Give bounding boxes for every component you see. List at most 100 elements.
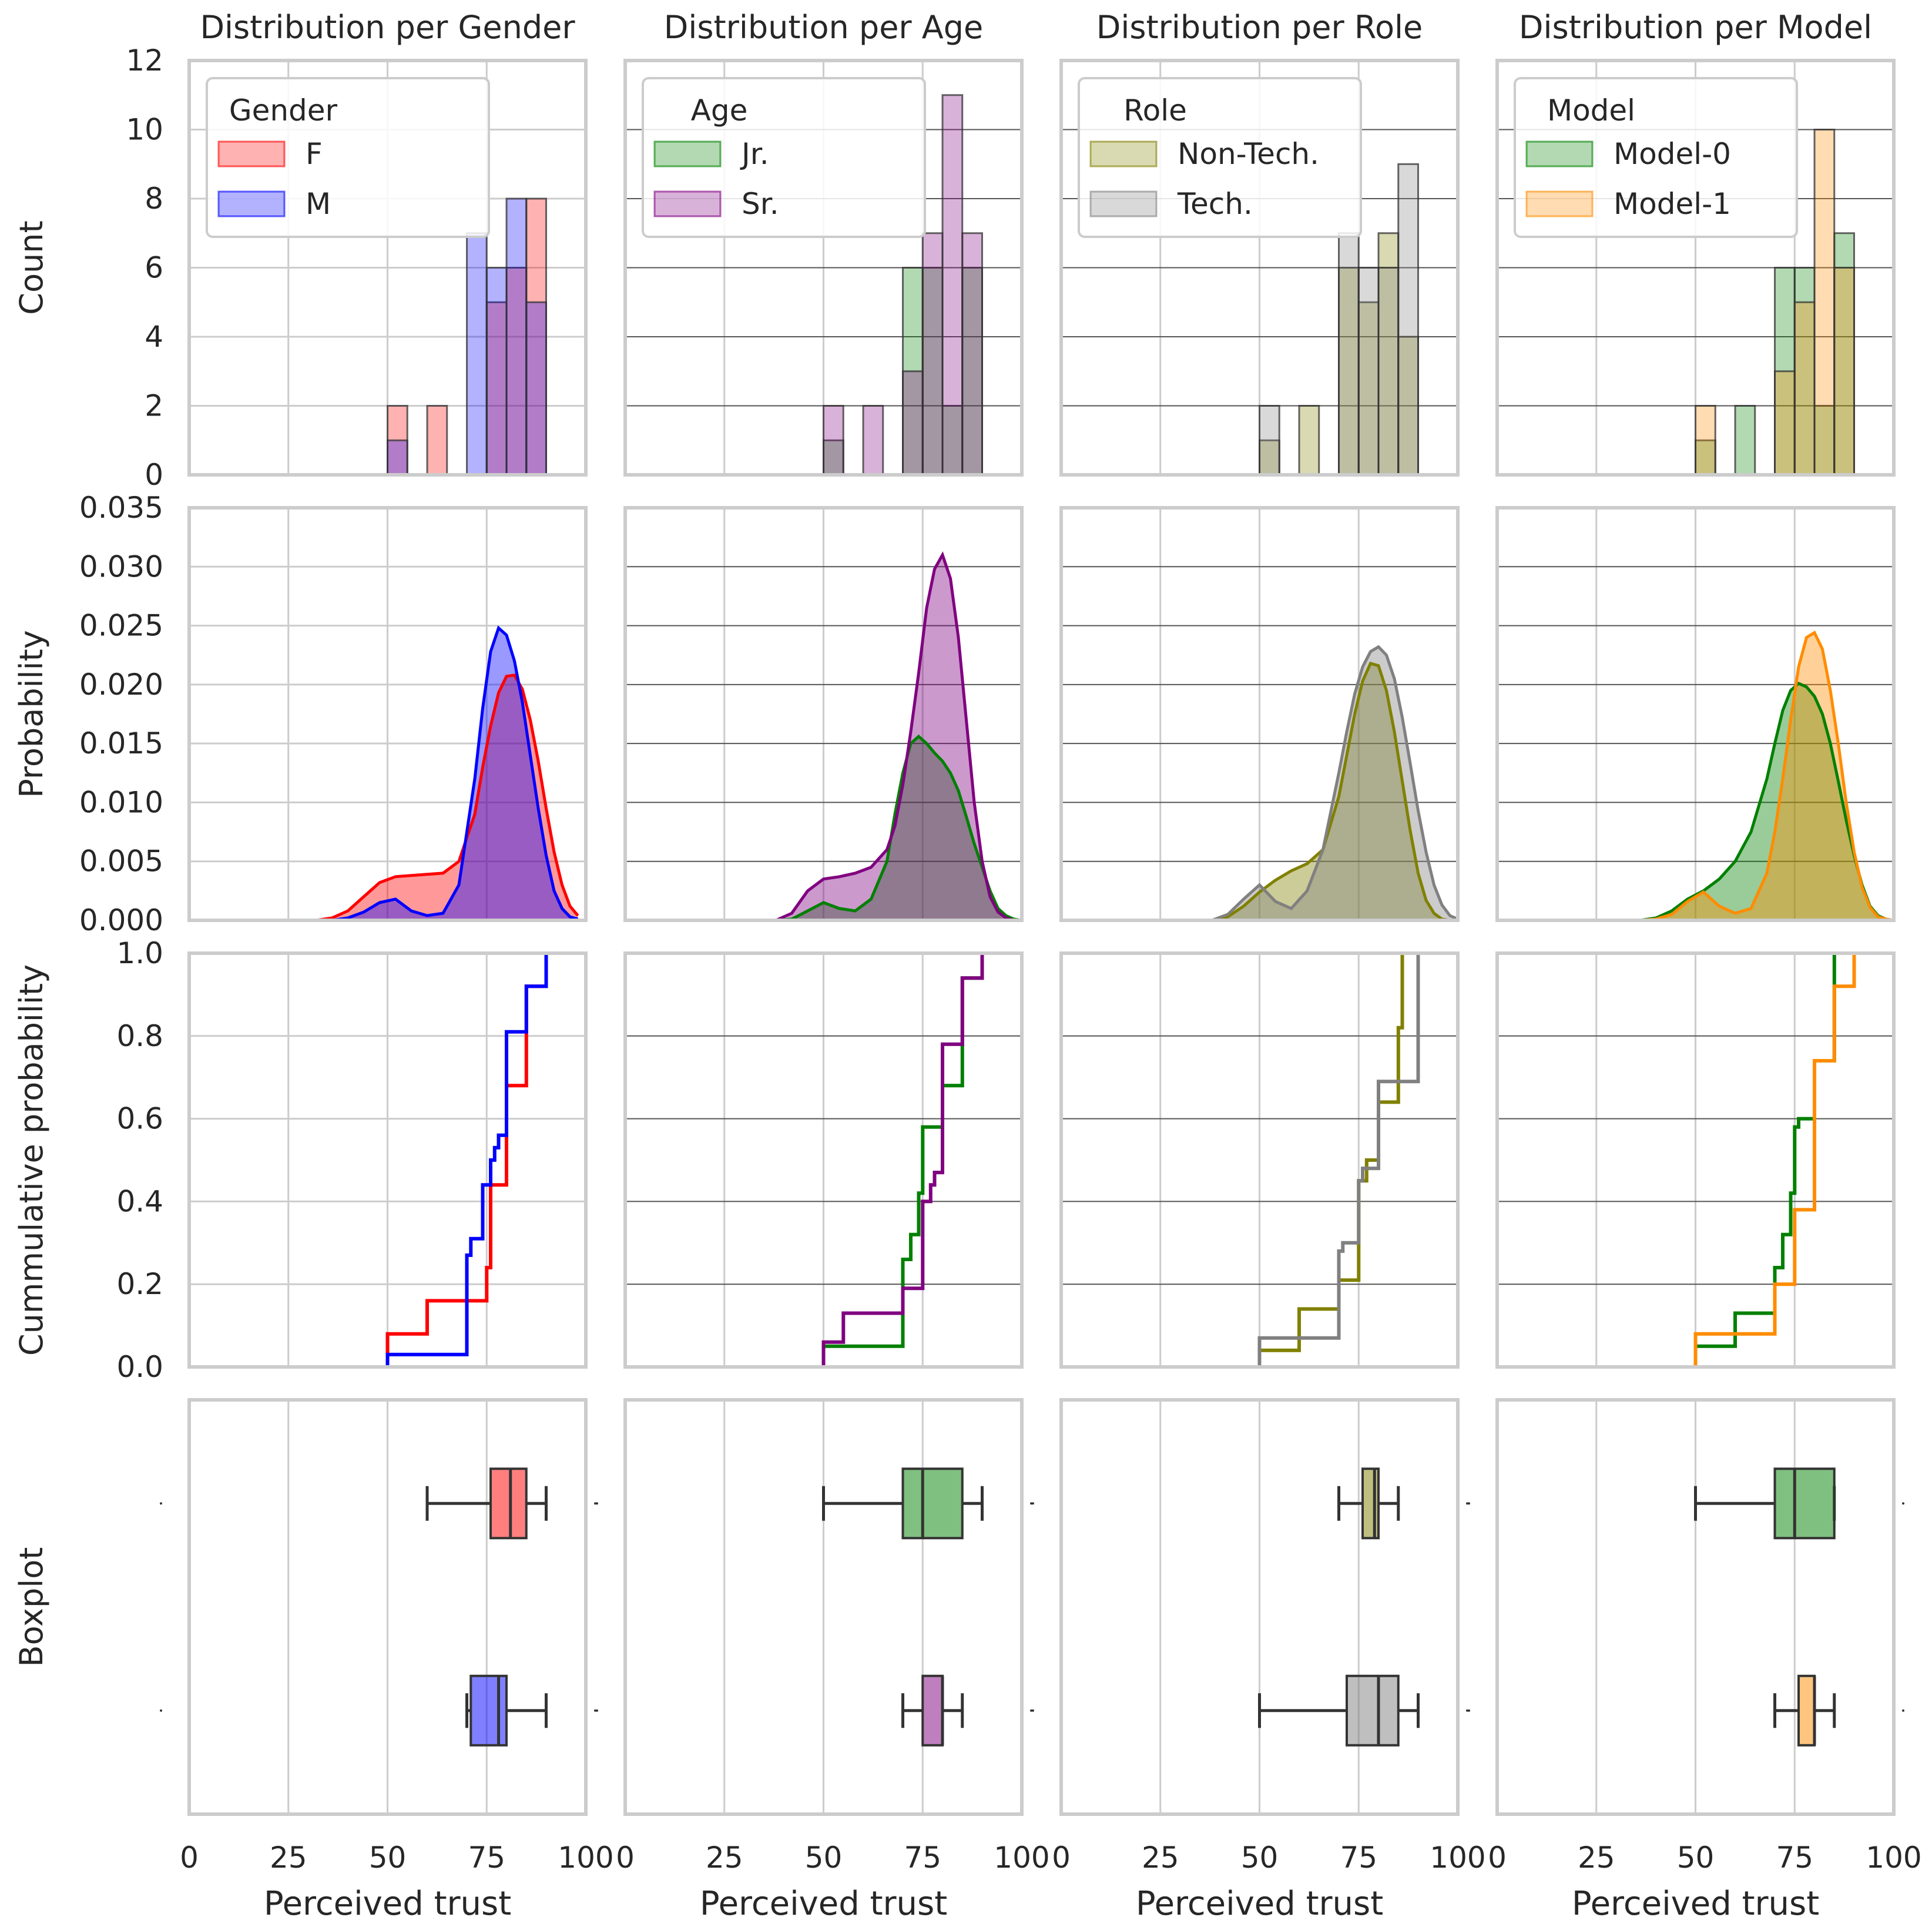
x-axis-label: Perceived trust — [1136, 1885, 1383, 1923]
hist-bar — [902, 370, 924, 475]
tick-dot — [1466, 1709, 1468, 1712]
panel-probability-model — [1495, 506, 1896, 922]
box-sr — [901, 1674, 964, 1747]
panel-frame — [623, 59, 1024, 477]
hist-bar — [1357, 267, 1380, 475]
legend-swatch-tech — [1089, 190, 1158, 217]
box-iqr — [1797, 1674, 1816, 1747]
panel-frame — [187, 1398, 588, 1816]
legend-label-tech: Tech. — [1177, 187, 1253, 221]
legend-label-non-tech: Non-Tech. — [1178, 137, 1319, 171]
panel-frame — [187, 59, 588, 477]
x-tick-label: 25 — [270, 1841, 307, 1875]
kde-area-f — [316, 675, 578, 920]
hist-bar — [1338, 232, 1360, 475]
x-tick-label: 75 — [468, 1841, 505, 1875]
hist-series-tech — [1259, 163, 1419, 475]
tick-dot — [1466, 1502, 1468, 1505]
panel-frame — [1059, 506, 1460, 922]
x-tick-label: 0 — [1052, 1841, 1071, 1875]
y-tick-label: 0.2 — [116, 1267, 163, 1301]
x-tick-label: 100 — [1866, 1841, 1921, 1875]
x-tick-label: 0 — [1488, 1841, 1507, 1875]
y-tick-label: 0.015 — [79, 726, 163, 760]
hist-bar — [823, 405, 844, 475]
panel-frame — [1059, 951, 1460, 1369]
tick-dot — [160, 1709, 162, 1712]
legend-swatch-f — [217, 140, 286, 167]
y-tick-label: 0 — [145, 458, 163, 492]
panel-frame — [1495, 59, 1896, 477]
legend-title: Age — [691, 93, 748, 128]
box-f — [425, 1467, 548, 1540]
kde-area-m — [316, 628, 578, 920]
panel-cummulative-probability-age — [623, 951, 1024, 1369]
y-tick-label: 0.6 — [116, 1102, 163, 1136]
legend-box — [206, 77, 490, 238]
tick-dot — [1902, 1709, 1904, 1712]
y-tick-label: 0.8 — [116, 1019, 163, 1053]
y-tick-label: 4 — [145, 320, 163, 354]
plot-area — [387, 197, 547, 475]
plot-area — [1211, 645, 1458, 920]
y-tick-label: 0.020 — [79, 668, 163, 702]
box-jr — [822, 1467, 984, 1540]
ecdf-line-model-0 — [1693, 953, 1894, 1367]
plot-area — [823, 94, 983, 475]
panel-count-age — [623, 59, 1024, 477]
ecdf-line-tech — [1257, 953, 1458, 1367]
hist-bar — [525, 197, 547, 475]
ecdf-line-jr — [821, 953, 1022, 1367]
hist-bar — [1259, 405, 1280, 475]
hist-series-m — [387, 197, 547, 475]
hist-bar — [823, 439, 844, 475]
hist-bar — [1774, 370, 1796, 475]
box-model-0 — [1694, 1467, 1836, 1540]
x-axis-label: Perceived trust — [1572, 1885, 1819, 1923]
kde-line-f — [316, 673, 579, 920]
y-tick-label: 1.0 — [116, 936, 163, 970]
kde-area-non-tech — [1212, 663, 1458, 920]
row-label-boxplot: Boxplot — [13, 1547, 50, 1667]
hist-bar — [525, 301, 547, 475]
x-tick-label: 50 — [805, 1841, 843, 1875]
y-tick-label: 6 — [145, 251, 163, 285]
panel-cummulative-probability-gender — [187, 951, 588, 1369]
legend-box — [642, 77, 926, 238]
hist-bar — [1298, 405, 1320, 475]
column-title-age: Distribution per Age — [664, 9, 984, 46]
plot-area — [1695, 129, 1855, 475]
panel-frame — [1059, 1398, 1460, 1816]
column-title-model: Distribution per Model — [1519, 9, 1872, 46]
hist-bar — [941, 94, 964, 475]
legend-swatch-model-1 — [1525, 190, 1594, 217]
x-tick-label: 50 — [369, 1841, 407, 1875]
x-tick-label: 0 — [180, 1841, 199, 1875]
hist-series-sr — [823, 94, 983, 475]
panel-cummulative-probability-role — [1059, 951, 1460, 1369]
legend-swatch-jr — [653, 140, 722, 167]
legend-label-f: F — [306, 137, 323, 171]
kde-line-non-tech — [1211, 661, 1458, 920]
hist-bar — [1695, 439, 1716, 475]
kde-area-tech — [1212, 646, 1458, 920]
x-tick-label: 100 — [558, 1841, 613, 1875]
panel-frame — [1059, 59, 1460, 477]
x-tick-label: 0 — [616, 1841, 635, 1875]
legend-label-model-0: Model-0 — [1614, 137, 1731, 171]
box-iqr — [1346, 1674, 1400, 1747]
plot-area — [775, 551, 1022, 920]
tick-dot — [596, 1502, 598, 1505]
hist-bar — [961, 232, 983, 475]
column-title-role: Distribution per Role — [1096, 9, 1423, 46]
hist-bar — [426, 405, 448, 475]
hist-bar — [485, 267, 508, 475]
plot-area — [1639, 631, 1894, 920]
panel-boxplot-model — [1468, 1398, 1904, 1816]
panel-boxplot-role — [1032, 1398, 1468, 1816]
legend-label-model-1: Model-1 — [1614, 187, 1731, 221]
legend-title: Gender — [229, 93, 338, 128]
x-tick-label: 25 — [1578, 1841, 1615, 1875]
box-model-1 — [1773, 1674, 1836, 1747]
